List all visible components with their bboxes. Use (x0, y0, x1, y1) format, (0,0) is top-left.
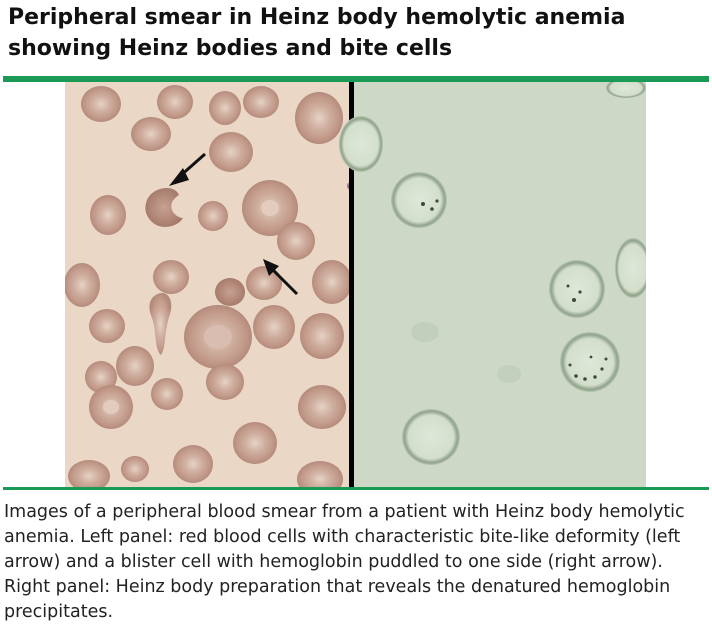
arrow-blister-cell (263, 259, 299, 296)
figure-title: Peripheral smear in Heinz body hemolytic… (8, 5, 626, 61)
figure-caption: Images of a peripheral blood smear from … (4, 502, 685, 622)
caption-divider (3, 487, 709, 490)
heinz-body-cells (339, 82, 646, 465)
panel-divider (349, 82, 354, 487)
right-panel-heinz-bodies (339, 82, 646, 487)
arrow-bite-cell (169, 152, 206, 186)
title-divider (3, 76, 709, 82)
red-blood-cells (65, 85, 355, 487)
left-panel-bite-cells (65, 82, 355, 487)
micrograph-figure (65, 82, 646, 487)
